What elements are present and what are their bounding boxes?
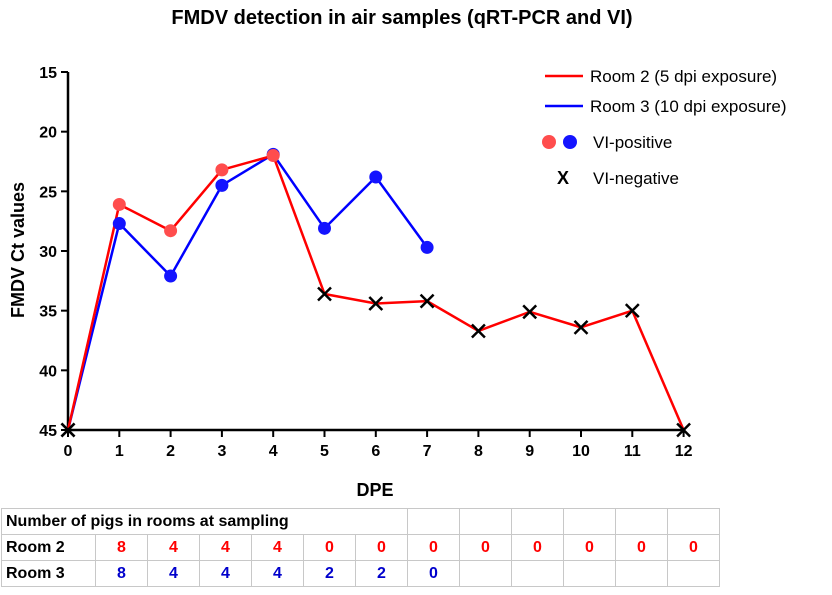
y-axis-label: FMDV Ct values — [8, 182, 28, 318]
table-cell — [667, 508, 720, 535]
table-cell — [615, 560, 668, 587]
table-cell: 2 — [355, 560, 408, 587]
table-cell — [667, 560, 720, 587]
table-cell — [563, 508, 616, 535]
y-tick-label: 15 — [39, 65, 57, 82]
table-cell: 8 — [95, 560, 148, 587]
x-tick-label: 8 — [474, 443, 483, 460]
table-cell: 0 — [511, 534, 564, 561]
data-point-room2-vi-negative — [471, 323, 486, 339]
table-row-label: Room 2 — [1, 534, 96, 561]
table-cell: 4 — [199, 560, 252, 587]
table-cell: 2 — [303, 560, 356, 587]
y-ticks: 15 20 25 30 35 40 45 — [39, 65, 68, 440]
data-point-room3-vi-positive — [420, 240, 434, 254]
data-point-room3-vi-positive — [215, 178, 229, 192]
x-tick-label: 3 — [217, 443, 226, 460]
table-cell: 0 — [667, 534, 720, 561]
series-line-room2 — [66, 154, 685, 431]
table-cell — [407, 508, 460, 535]
chart-title: FMDV detection in air samples (qRT-PCR a… — [171, 7, 632, 29]
table-cell: 0 — [615, 534, 668, 561]
x-axis-label: DPE — [356, 480, 393, 500]
data-point-room3-vi-positive — [164, 269, 178, 283]
table-cell — [511, 560, 564, 587]
x-ticks: 0 1 2 3 4 5 6 7 8 9 10 11 12 — [64, 430, 693, 460]
data-point-room2-vi-positive — [266, 149, 280, 163]
data-point-room3-vi-positive — [112, 217, 126, 231]
table-cell: 0 — [407, 534, 460, 561]
legend-label-vi-positive: VI-positive — [593, 133, 672, 152]
data-point-room2-vi-negative — [419, 293, 435, 309]
table-cell: 0 — [303, 534, 356, 561]
data-point-room2-vi-positive — [215, 163, 229, 177]
table-cell: 4 — [147, 560, 200, 587]
data-point-room3-vi-positive — [369, 170, 383, 184]
x-tick-label: 6 — [371, 443, 380, 460]
x-tick-label: 11 — [624, 443, 641, 460]
data-point-room2-vi-negative — [317, 286, 332, 302]
data-point-room3-vi-positive — [318, 221, 331, 235]
x-tick-label: 2 — [166, 443, 175, 460]
data-point-room2-vi-negative — [60, 422, 76, 438]
y-tick-label: 30 — [39, 244, 57, 261]
table-cell: 4 — [147, 534, 200, 561]
y-tick-label: 20 — [39, 125, 57, 142]
table-cell: 0 — [355, 534, 408, 561]
table-cell: 8 — [95, 534, 148, 561]
series-layer — [60, 147, 691, 438]
legend-label-vi-negative: VI-negative — [593, 169, 679, 188]
x-tick-label: 1 — [115, 443, 124, 460]
legend-vi-positive-red-marker — [542, 135, 556, 149]
legend-vi-positive-blue-marker — [563, 135, 577, 149]
table-cell — [459, 508, 512, 535]
table-header: Number of pigs in rooms at sampling — [1, 508, 408, 535]
table-cell: 0 — [407, 560, 460, 587]
data-point-room2-vi-negative — [522, 304, 538, 320]
x-tick-label: 4 — [269, 443, 278, 460]
y-tick-label: 45 — [39, 423, 57, 440]
legend-label-room2: Room 2 (5 dpi exposure) — [590, 67, 777, 86]
table-cell: 4 — [199, 534, 252, 561]
x-tick-label: 12 — [675, 443, 693, 460]
x-tick-label: 9 — [525, 443, 534, 460]
data-point-room2-vi-negative — [624, 303, 640, 319]
table-cell: 0 — [459, 534, 512, 561]
series-line-room3 — [66, 153, 429, 431]
table-cell — [511, 508, 564, 535]
table-cell: 4 — [251, 560, 304, 587]
data-point-room2-vi-negative — [676, 422, 691, 438]
table-cell — [459, 560, 512, 587]
table-header-row: Number of pigs in rooms at sampling — [1, 508, 720, 535]
legend-vi-negative-marker: X — [557, 168, 569, 188]
legend-label-room3: Room 3 (10 dpi exposure) — [590, 97, 787, 116]
table-row-label: Room 3 — [1, 560, 96, 587]
data-point-room2-vi-negative — [573, 319, 589, 335]
x-tick-label: 5 — [320, 443, 329, 460]
table-cell: 4 — [251, 534, 304, 561]
y-tick-label: 35 — [39, 304, 57, 321]
legend: Room 2 (5 dpi exposure) Room 3 (10 dpi e… — [542, 67, 787, 188]
chart: FMDV detection in air samples (qRT-PCR a… — [8, 7, 787, 500]
table-cell — [615, 508, 668, 535]
pig-count-table: Number of pigs in rooms at sampling Room… — [1, 508, 720, 587]
x-tick-label: 7 — [423, 443, 432, 460]
x-tick-label: 0 — [64, 443, 73, 460]
y-tick-label: 25 — [39, 184, 57, 201]
table-cell — [563, 560, 616, 587]
data-point-room2-vi-positive — [112, 197, 126, 211]
data-point-room2-vi-negative — [368, 296, 384, 311]
x-tick-label: 10 — [572, 443, 590, 460]
y-tick-label: 40 — [39, 363, 57, 380]
data-point-room2-vi-positive — [164, 224, 178, 238]
table-cell: 0 — [563, 534, 616, 561]
